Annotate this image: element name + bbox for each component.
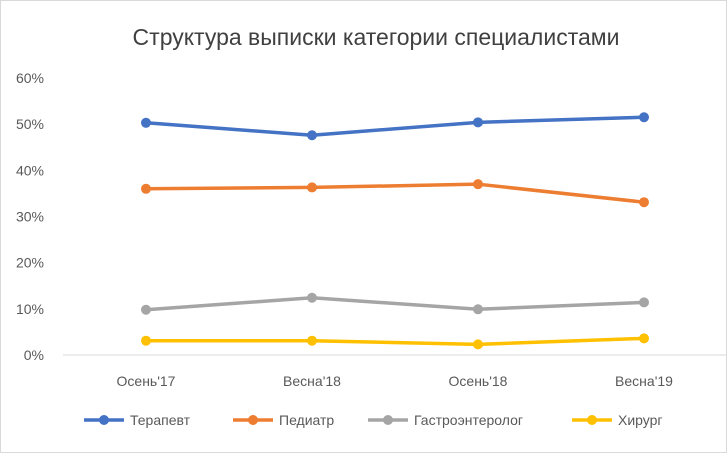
legend-marker-icon bbox=[383, 415, 393, 425]
legend-marker-icon bbox=[99, 415, 109, 425]
legend: Терапевт Педиатр Гастроэнтеролог Хирург bbox=[84, 412, 663, 428]
series-line bbox=[144, 336, 646, 347]
data-point bbox=[307, 182, 317, 193]
x-tick-label: Весна'19 bbox=[615, 373, 673, 389]
y-tick-label: 60% bbox=[16, 70, 44, 86]
series-layer bbox=[141, 112, 649, 350]
y-tick-label: 10% bbox=[16, 301, 44, 317]
legend-label: Гастроэнтеролог bbox=[414, 412, 523, 428]
legend-marker-icon bbox=[248, 415, 258, 425]
chart-title: Структура выписки категории специалистам… bbox=[133, 24, 620, 50]
data-point bbox=[473, 117, 483, 128]
data-point bbox=[639, 197, 649, 208]
legend-label: Терапевт bbox=[130, 412, 191, 428]
series-line bbox=[144, 115, 646, 137]
data-point bbox=[473, 179, 483, 190]
series-Педиатр bbox=[141, 179, 649, 208]
data-point bbox=[307, 292, 317, 303]
legend-label: Педиатр bbox=[279, 412, 334, 428]
legend-marker-icon bbox=[587, 415, 597, 425]
y-tick-label: 40% bbox=[16, 162, 44, 178]
data-point bbox=[639, 297, 649, 308]
series-line bbox=[144, 296, 646, 312]
series-Гастроэнтеролог bbox=[141, 292, 649, 315]
x-tick-label: Осень'18 bbox=[449, 373, 508, 389]
legend-item: Терапевт bbox=[84, 412, 191, 428]
data-point bbox=[473, 339, 483, 350]
data-point bbox=[307, 130, 317, 141]
data-point bbox=[639, 112, 649, 123]
data-point bbox=[307, 335, 317, 346]
series-Терапевт bbox=[141, 112, 649, 141]
axes: 0% 10% 20% 30% 40% 50% 60% Осень'17 Весна'18 Осен… bbox=[16, 70, 726, 389]
series-Хирург bbox=[141, 333, 649, 350]
data-point bbox=[141, 335, 151, 346]
data-point bbox=[141, 304, 151, 315]
y-tick-label: 0% bbox=[24, 347, 44, 363]
data-point bbox=[639, 333, 649, 344]
legend-item: Педиатр bbox=[233, 412, 334, 428]
y-tick-label: 20% bbox=[16, 255, 44, 271]
legend-item: Гастроэнтеролог bbox=[368, 412, 523, 428]
y-tick-label: 50% bbox=[16, 116, 44, 132]
y-tick-label: 30% bbox=[16, 209, 44, 225]
legend-item: Хирург bbox=[572, 412, 663, 428]
data-point bbox=[141, 183, 151, 194]
x-tick-label: Весна'18 bbox=[283, 373, 341, 389]
x-tick-label: Осень'17 bbox=[117, 373, 176, 389]
series-line bbox=[144, 182, 646, 204]
legend-label: Хирург bbox=[618, 412, 663, 428]
data-point bbox=[141, 117, 151, 128]
data-point bbox=[473, 304, 483, 315]
